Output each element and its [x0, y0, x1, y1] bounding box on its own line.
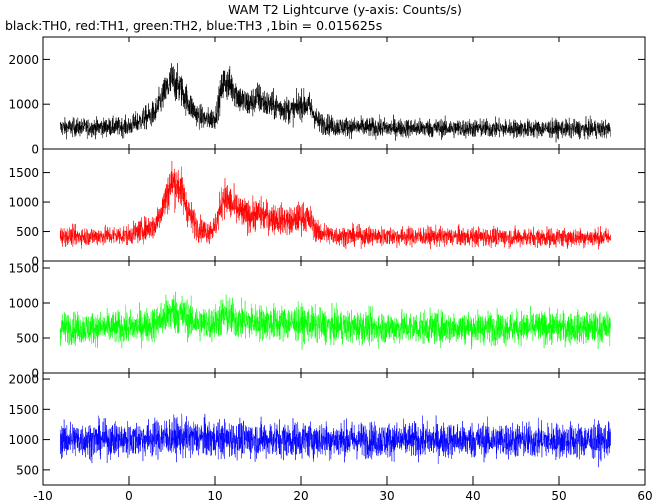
panel-th1: 0 500 1000 1500 [8, 148, 646, 269]
series-line-th3 [59, 413, 611, 468]
y-tick-label: 2000 [8, 373, 39, 387]
x-tick-label: 30 [379, 489, 394, 503]
y-tick-label: 0 [31, 143, 39, 157]
x-tick-label: 20 [293, 489, 308, 503]
series-line-th2 [59, 291, 611, 350]
x-tick-label: 10 [207, 489, 222, 503]
y-tick-label: 1000 [8, 433, 39, 447]
y-tick-label: 1000 [8, 98, 39, 112]
series-line-th0 [59, 63, 611, 143]
y-tick-label: 0 [31, 367, 39, 381]
y-tick-label: 500 [16, 225, 39, 239]
panel-th2: 0 500 1000 1500 [8, 260, 646, 381]
y-tick-label: 1500 [8, 403, 39, 417]
panel-frame [42, 372, 646, 486]
panel-frame [42, 148, 646, 262]
chart-title: WAM T2 Lightcurve (y-axis: Counts/s) [228, 2, 462, 17]
series-line-th1 [59, 161, 611, 250]
y-tick-label: 1500 [8, 262, 39, 276]
x-tick-label: 0 [125, 489, 133, 503]
x-tick-label: -10 [33, 489, 53, 503]
x-axis: -10 0 10 20 30 40 50 60 [33, 476, 653, 503]
y-tick-label: 500 [16, 463, 39, 477]
chart-subtitle: black:TH0, red:TH1, green:TH2, blue:TH3 … [5, 18, 382, 33]
panel-th3: 500 1000 1500 2000 [8, 372, 646, 486]
y-tick-label: 1500 [8, 166, 39, 180]
panel-th0: 0 1000 2000 [8, 36, 646, 157]
y-tick-label: 1000 [8, 297, 39, 311]
y-tick-label: 2000 [8, 53, 39, 67]
x-tick-label: 60 [637, 489, 652, 503]
x-tick-label: 40 [465, 489, 480, 503]
y-tick-label: 1000 [8, 196, 39, 210]
x-tick-label: 50 [551, 489, 566, 503]
y-tick-label: 500 [16, 332, 39, 346]
y-tick-label: 0 [31, 255, 39, 269]
panels-layer: 0100020000500100015000500100015005001000… [8, 36, 646, 486]
